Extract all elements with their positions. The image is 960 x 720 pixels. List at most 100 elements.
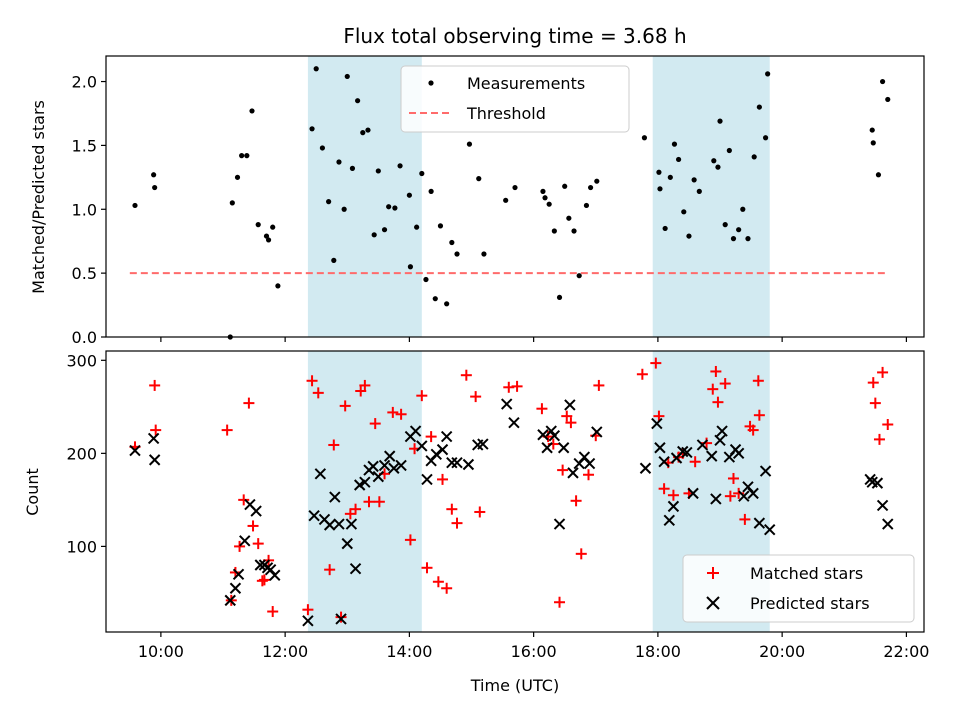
measurement-point (419, 170, 425, 177)
measurement-point (576, 273, 582, 279)
measurement-point (392, 205, 398, 211)
predicted-star-point (333, 518, 345, 530)
matched-star-point (536, 403, 548, 415)
y-tick-label: 100 (66, 537, 97, 556)
predicted-star-point (663, 514, 675, 527)
matched-stars-series (129, 357, 894, 623)
predicted-star-point (706, 450, 718, 462)
bottom-legend-box (682, 554, 915, 623)
measurement-point (132, 202, 138, 209)
predicted-star-point (583, 457, 596, 470)
measurement-point (313, 66, 319, 72)
predicted-star-point (501, 398, 513, 410)
predicted-star-point (314, 468, 327, 480)
measurement-point (341, 206, 347, 212)
matched-star-point (355, 385, 367, 397)
measurement-point (152, 184, 158, 191)
measurement-point (696, 188, 702, 194)
matched-star-point (470, 391, 482, 403)
predicted-star-point (367, 460, 379, 473)
shaded-interval-2 (652, 56, 770, 337)
top-legend: Measurements Threshold (400, 65, 630, 133)
matched-star-point (302, 604, 314, 616)
matched-star-point (593, 379, 605, 391)
measurement-point (657, 186, 663, 192)
measurement-point (263, 233, 270, 239)
matched-star-point (873, 433, 885, 445)
predicted-star-point (696, 439, 709, 451)
predicted-star-point (254, 559, 266, 571)
y-tick-label: 200 (66, 444, 97, 463)
predicted-star-point (639, 462, 652, 474)
predicted-star-point (440, 430, 453, 443)
predicted-star-point (269, 569, 281, 581)
predicted-star-point (446, 456, 458, 469)
predicted-star-point (738, 490, 750, 502)
measurement-point (437, 223, 444, 229)
chart-title: Flux total observing time = 3.68 h (343, 24, 686, 48)
matched-star-point (724, 490, 736, 502)
y-tick-label: 300 (66, 351, 97, 370)
measurement-point (239, 153, 245, 159)
predicted-star-point (148, 454, 161, 466)
matched-star-point (565, 417, 577, 429)
predicted-star-point (430, 448, 443, 460)
predicted-star-point (764, 523, 776, 536)
measurement-point (762, 135, 769, 141)
measurement-point (414, 224, 420, 230)
matched-star-point (650, 357, 662, 369)
x-tick-label: 10:00 (138, 642, 184, 661)
measurement-point (667, 174, 673, 180)
top-y-ticks: 0.0 0.5 1.0 1.5 2.0 (72, 73, 106, 347)
predicted-star-point (557, 442, 570, 454)
matched-star-point (387, 406, 399, 418)
measurement-point (726, 147, 732, 154)
measurement-point (686, 233, 692, 239)
measurement-point (540, 188, 546, 194)
matched-star-point (369, 418, 381, 430)
measurement-point (765, 71, 771, 77)
predicted-star-point (759, 465, 772, 477)
measurement-point (249, 108, 255, 114)
matched-star-point (252, 538, 264, 550)
measurement-point (365, 127, 371, 133)
predicted-star-point (232, 568, 245, 581)
matched-star-point (583, 469, 595, 481)
matched-star-point (658, 483, 670, 495)
matched-star-point (335, 611, 347, 623)
matched-star-point (867, 377, 879, 389)
predicted-star-point (250, 505, 262, 517)
predicted-stars-legend-label: Predicted stars (750, 594, 870, 613)
measurement-point (265, 237, 272, 243)
shaded-interval-1 (307, 351, 422, 632)
measurement-point (542, 195, 548, 201)
predicted-star-point (345, 518, 358, 530)
matched-star-point (727, 472, 739, 484)
matched-star-point (707, 383, 719, 395)
measurement-point (244, 153, 250, 159)
predicted-star-point (409, 425, 422, 437)
measurement-point (349, 165, 356, 171)
predicted-star-point (658, 456, 670, 468)
measurement-point (381, 227, 388, 233)
predicted-star-point (732, 447, 745, 460)
matched-star-point (570, 495, 582, 507)
bottom-legend: Matched stars Predicted stars (682, 554, 915, 623)
predicted-stars-series (129, 398, 894, 627)
predicted-star-point (553, 518, 566, 530)
predicted-star-point (548, 429, 561, 442)
bottom-y-ticks: 100 200 300 (66, 351, 106, 556)
predicted-star-point (129, 444, 141, 457)
top-axes-frame (105, 55, 925, 338)
measurement-point (275, 283, 281, 289)
predicted-star-point (667, 500, 680, 513)
predicted-star-point (716, 425, 728, 437)
predicted-star-point (591, 426, 603, 438)
y-tick-label: 2.0 (72, 73, 97, 92)
predicted-star-point (341, 537, 353, 550)
matched-stars-legend-marker (707, 567, 719, 579)
measurement-point (717, 118, 723, 124)
matched-star-point (363, 496, 375, 508)
matched-star-point (882, 419, 894, 431)
measurement-point (466, 141, 473, 147)
